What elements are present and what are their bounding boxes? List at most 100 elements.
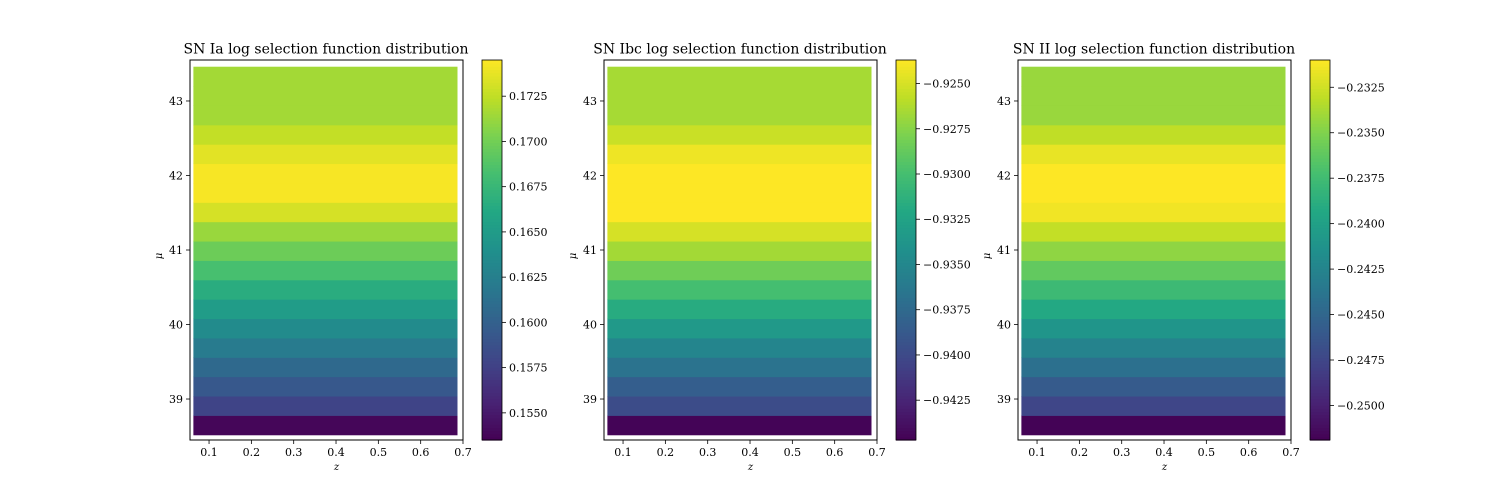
colorbar-segment [1310,284,1330,289]
colorbar-segment [896,107,916,112]
y-axis-label: μ [982,253,993,260]
colorbar-segment [1310,174,1330,178]
colorbar-segment [482,69,502,74]
colorbar-segment [896,414,916,419]
colorbar-segment [482,414,502,419]
colorbar-segment [482,246,502,251]
heatmap-row [607,299,872,320]
y-tick-label: 42 [169,169,183,182]
colorbar-segment [1310,91,1330,96]
colorbar-tick-label: 0.1550 [509,407,548,420]
colorbar-segment [896,256,916,261]
colorbar-segment [896,348,916,352]
y-tick-label: 40 [583,319,597,332]
colorbar-segment [1310,281,1330,286]
colorbar-segment [896,373,916,378]
colorbar-segment [1310,316,1330,321]
colorbar-segment [896,281,916,286]
colorbar-segment [1310,370,1330,375]
colorbar-segment [1310,107,1330,112]
chart-title: SN II log selection function distributio… [1013,42,1295,58]
colorbar-segment [896,212,916,216]
colorbar-segment [896,174,916,178]
colorbar-segment [896,189,916,194]
heatmap-row [1021,241,1286,261]
colorbar-tick-label: −0.9250 [923,78,971,91]
colorbar-segment [896,338,916,343]
colorbar-segment [896,303,916,308]
colorbar-segment [1310,212,1330,216]
heatmap-row [1021,260,1286,281]
x-tick-label: 0.5 [784,446,802,459]
colorbar-segment [1310,60,1330,64]
heatmap-row [193,279,458,300]
colorbar-segment [482,218,502,223]
heatmap-row [1021,279,1286,300]
colorbar-segment [482,243,502,248]
colorbar-segment [1310,120,1330,124]
colorbar-segment [1310,291,1330,295]
y-tick-label: 43 [169,95,183,108]
y-axis: 39 40 41 42 43 [169,95,190,406]
colorbar-segment [1310,110,1330,115]
colorbar-segment [896,322,916,327]
colorbar-segment [896,398,916,403]
heatmap-row [607,376,872,397]
colorbar-segment [482,142,502,147]
colorbar-segment [896,151,916,156]
colorbar-segment [1310,310,1330,314]
heatmap-row [1021,66,1286,87]
colorbar-segment [1310,170,1330,175]
x-tick-label: 0.2 [657,446,675,459]
colorbar-segment [1310,88,1330,93]
x-tick-label: 0.6 [1240,446,1258,459]
x-tick-label: 0.3 [699,446,717,459]
colorbar-segment [482,113,502,118]
colorbar-segment [896,392,916,397]
colorbar-segment [1310,262,1330,267]
colorbar-segment [482,256,502,261]
colorbar-segment [896,72,916,77]
colorbar-segment [482,430,502,435]
colorbar-segment [482,284,502,289]
colorbar-segment [482,63,502,67]
colorbar-segment [482,240,502,245]
colorbar-segment [896,237,916,242]
colorbar-segment [482,389,502,394]
y-tick-label: 42 [583,169,597,182]
colorbar-segment [1310,167,1330,172]
colorbar-segment [1310,373,1330,378]
colorbar-segment [482,221,502,226]
colorbar-tick-label: −0.2375 [1337,172,1385,185]
colorbar-segment [896,85,916,90]
colorbar-segment [896,262,916,267]
heatmap-row [1021,299,1286,320]
heatmap-cells [1021,66,1286,436]
colorbar-segment [896,379,916,384]
colorbar-segment [896,145,916,150]
colorbar-segment [1310,79,1330,83]
heatmap-cells [607,66,872,436]
colorbar-segment [482,158,502,162]
x-tick-label: 0.1 [1028,446,1046,459]
colorbar-segment [1310,341,1330,346]
colorbar-segment [896,180,916,185]
colorbar-segment [1310,405,1330,409]
colorbar-segment [1310,215,1330,219]
heatmap-row [193,221,458,242]
colorbar-segment [482,326,502,330]
colorbar-segment [896,294,916,299]
colorbar-segment [482,177,502,181]
colorbar-segment [1310,205,1330,210]
colorbar-segment [896,297,916,302]
colorbar-segment [1310,424,1330,428]
heatmap-row [1021,86,1286,106]
colorbar-segment [1310,351,1330,356]
colorbar-segment [482,310,502,314]
colorbar-segment [482,123,502,128]
colorbar-segment [482,405,502,409]
colorbar-segment [896,335,916,340]
colorbar-segment [896,421,916,425]
colorbar-segment [896,202,916,207]
colorbar-segment [482,161,502,166]
